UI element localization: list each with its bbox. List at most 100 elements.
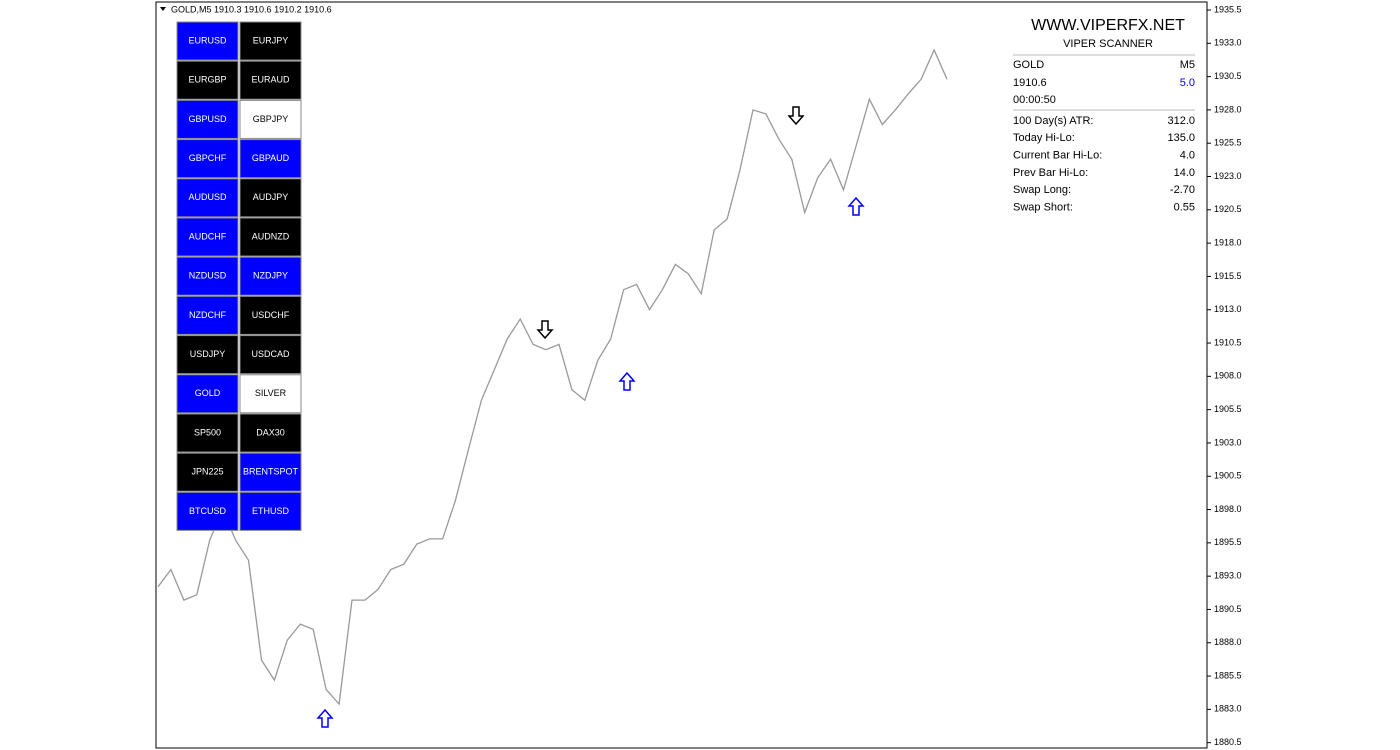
symbol-label: EURJPY — [253, 35, 289, 45]
y-tick-label: 1883.0 — [1214, 704, 1242, 714]
panel-site: WWW.VIPERFX.NET — [1031, 17, 1185, 34]
symbol-button[interactable] — [176, 413, 239, 453]
panel-row-value: 14.0 — [1174, 167, 1195, 179]
symbol-label: AUDJPY — [253, 192, 289, 202]
panel-row-label: Current Bar Hi-Lo: — [1013, 150, 1102, 162]
header: GOLD,M5 1910.3 1910.6 1910.2 1910.6 — [171, 4, 332, 14]
symbol-button[interactable] — [239, 60, 302, 100]
symbol-button[interactable] — [239, 217, 302, 257]
symbol-button[interactable] — [239, 452, 302, 492]
symbol-button[interactable] — [239, 491, 302, 531]
symbol-button[interactable] — [239, 139, 302, 179]
signal-arrow — [847, 196, 865, 216]
y-tick-label: 1933.0 — [1214, 38, 1242, 48]
symbol-button[interactable] — [176, 139, 239, 179]
y-tick-label: 1903.0 — [1214, 437, 1242, 447]
signal-arrow — [787, 106, 805, 126]
y-tick-label: 1915.5 — [1214, 271, 1242, 281]
price-line — [157, 48, 948, 706]
symbol-label: AUDUSD — [188, 192, 227, 202]
symbol-button[interactable] — [176, 491, 239, 531]
header-icon — [160, 7, 166, 11]
symbol-label: EURUSD — [188, 35, 227, 45]
symbol-label: BRENTSPOT — [243, 467, 299, 477]
symbol-label: AUDCHF — [189, 231, 227, 241]
panel-symbol: GOLD — [1013, 59, 1044, 71]
symbol-button[interactable] — [239, 178, 302, 218]
signal-arrow — [536, 320, 554, 340]
symbol-button[interactable] — [176, 295, 239, 335]
symbol-button[interactable] — [239, 413, 302, 453]
symbol-label: USDJPY — [190, 349, 226, 359]
y-tick-label: 1910.5 — [1214, 337, 1242, 347]
panel-row-value: 135.0 — [1167, 132, 1195, 144]
symbol-label: GBPCHF — [189, 153, 227, 163]
symbol-label: DAX30 — [256, 427, 285, 437]
symbol-label: BTCUSD — [189, 506, 227, 516]
y-tick-label: 1925.5 — [1214, 138, 1242, 148]
panel-timeframe: M5 — [1180, 59, 1195, 71]
signal-arrow — [316, 708, 334, 728]
y-tick-label: 1885.5 — [1214, 670, 1242, 680]
y-tick-label: 1930.5 — [1214, 71, 1242, 81]
symbol-button[interactable] — [176, 452, 239, 492]
y-tick-label: 1900.5 — [1214, 471, 1242, 481]
y-tick-label: 1935.5 — [1214, 4, 1242, 14]
symbol-button[interactable] — [239, 21, 302, 61]
y-tick-label: 1898.0 — [1214, 504, 1242, 514]
y-tick-label: 1888.0 — [1214, 637, 1242, 647]
symbol-label: NZDJPY — [253, 271, 288, 281]
panel-row-value: 312.0 — [1167, 115, 1195, 127]
y-tick-label: 1893.0 — [1214, 571, 1242, 581]
y-tick-label: 1895.5 — [1214, 537, 1242, 547]
y-tick-label: 1923.0 — [1214, 171, 1242, 181]
panel-row-label: Swap Long: — [1013, 184, 1071, 196]
symbol-label: SILVER — [255, 388, 287, 398]
symbol-label: EURGBP — [188, 75, 226, 85]
panel-row-label: Prev Bar Hi-Lo: — [1013, 167, 1088, 179]
symbol-button[interactable] — [176, 335, 239, 375]
symbol-label: USDCHF — [252, 310, 290, 320]
panel-row-value: 4.0 — [1180, 150, 1195, 162]
symbol-label: EURAUD — [251, 75, 290, 85]
symbol-button[interactable] — [176, 374, 239, 414]
symbol-button[interactable] — [176, 21, 239, 61]
symbol-label: GBPAUD — [252, 153, 290, 163]
y-tick-label: 1913.0 — [1214, 304, 1242, 314]
symbol-label: GOLD — [195, 388, 221, 398]
panel-row-value: 0.55 — [1174, 201, 1195, 213]
y-tick-label: 1890.5 — [1214, 604, 1242, 614]
symbol-label: NZDCHF — [189, 310, 226, 320]
y-tick-label: 1920.5 — [1214, 204, 1242, 214]
symbol-button[interactable] — [239, 295, 302, 335]
symbol-button[interactable] — [239, 99, 302, 139]
symbol-label: ETHUSD — [252, 506, 290, 516]
symbol-button[interactable] — [239, 256, 302, 296]
panel-row-value: -2.70 — [1170, 184, 1195, 196]
symbol-label: AUDNZD — [252, 231, 290, 241]
y-tick-label: 1905.5 — [1214, 404, 1242, 414]
symbol-button[interactable] — [176, 178, 239, 218]
symbol-button[interactable] — [176, 217, 239, 257]
panel-price: 1910.6 — [1013, 77, 1047, 89]
panel-row-label: Today Hi-Lo: — [1013, 132, 1075, 144]
symbol-button[interactable] — [239, 374, 302, 414]
symbol-button[interactable] — [176, 99, 239, 139]
chart-frame — [155, 1, 1208, 749]
symbol-button[interactable] — [176, 256, 239, 296]
symbol-label: GBPJPY — [253, 114, 289, 124]
panel-timer: 00:00:50 — [1013, 94, 1056, 106]
panel-row-label: 100 Day(s) ATR: — [1013, 115, 1094, 127]
symbol-label: USDCAD — [251, 349, 290, 359]
symbol-button[interactable] — [176, 60, 239, 100]
symbol-label: JPN225 — [191, 467, 223, 477]
symbol-label: NZDUSD — [189, 271, 227, 281]
y-tick-label: 1918.0 — [1214, 237, 1242, 247]
symbol-label: SP500 — [194, 427, 221, 437]
y-tick-label: 1928.0 — [1214, 104, 1242, 114]
signal-arrow — [618, 371, 636, 391]
panel-row-label: Swap Short: — [1013, 201, 1073, 213]
symbol-button[interactable] — [239, 335, 302, 375]
